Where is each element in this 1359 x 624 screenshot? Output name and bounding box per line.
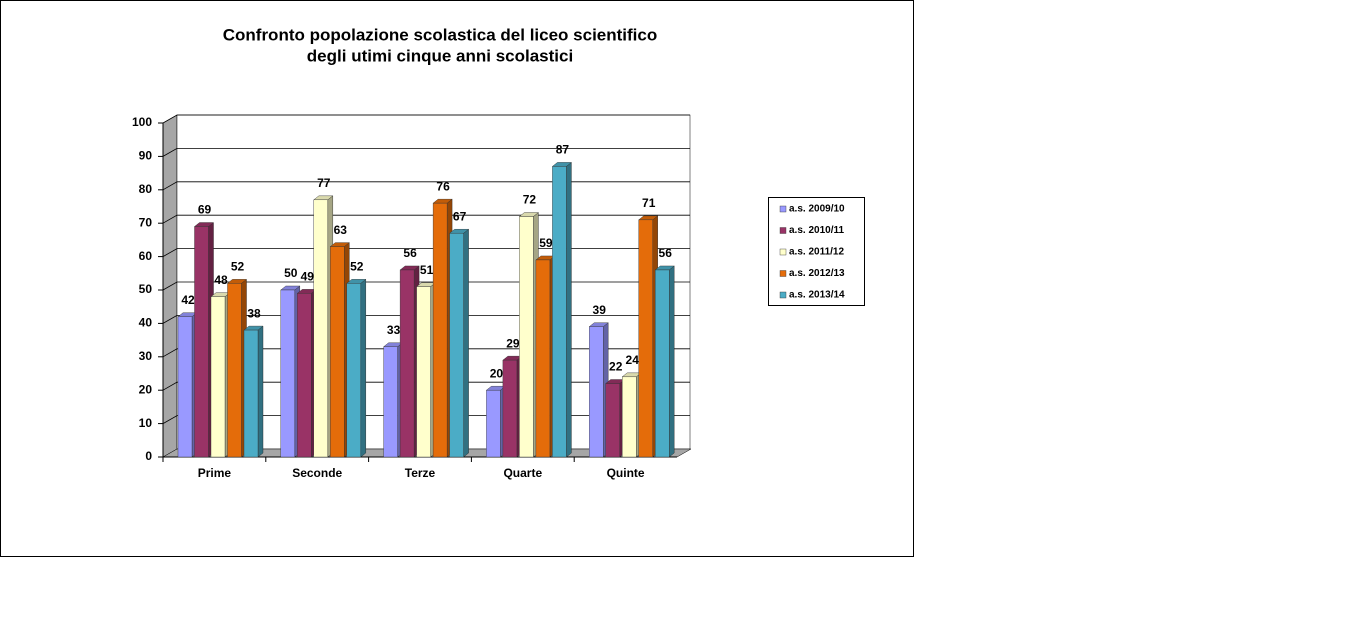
bar — [449, 233, 464, 458]
x-tick-label: Seconde — [292, 466, 342, 480]
data-label: 51 — [420, 263, 434, 277]
bar — [605, 383, 620, 458]
grid-line — [162, 114, 690, 124]
chart-title: Confronto popolazione scolastica del lic… — [223, 25, 658, 44]
legend-swatch — [779, 227, 787, 234]
y-tick-label: 20 — [139, 382, 153, 396]
bar — [589, 326, 604, 458]
legend-swatch — [779, 205, 787, 213]
bar-side — [463, 228, 469, 458]
bar — [519, 216, 534, 458]
bar — [210, 296, 226, 458]
bar — [243, 329, 259, 458]
grid-line — [162, 314, 690, 324]
bar — [416, 286, 431, 458]
y-tick-label: 50 — [139, 282, 153, 296]
data-label: 48 — [214, 273, 228, 287]
data-label: 38 — [247, 306, 261, 320]
bar — [313, 199, 328, 458]
bar — [177, 316, 193, 458]
bar — [383, 346, 398, 458]
legend-label: a.s. 2013/14 — [789, 290, 845, 301]
bar — [432, 202, 448, 458]
x-tick-label: Prime — [198, 466, 232, 480]
bar — [535, 259, 551, 458]
grid-line — [162, 181, 690, 191]
legend-label: a.s. 2011/12 — [789, 247, 844, 258]
bar — [638, 219, 653, 458]
y-tick-label: 90 — [139, 149, 153, 163]
data-label: 20 — [490, 366, 504, 380]
y-tick-label: 70 — [139, 215, 153, 229]
data-label: 49 — [301, 270, 315, 284]
bar — [194, 226, 209, 458]
legend-swatch — [779, 291, 787, 299]
data-label: 76 — [436, 179, 450, 193]
chart-title: degli utimi cinque anni scolastici — [307, 46, 573, 65]
bar — [486, 390, 501, 458]
grid-line — [162, 248, 690, 257]
grid-line — [162, 281, 690, 291]
data-label: 50 — [284, 266, 298, 280]
data-label: 71 — [642, 196, 656, 210]
y-tick-label: 30 — [139, 349, 153, 363]
data-label: 52 — [231, 259, 245, 273]
bar — [552, 166, 567, 458]
bar-side — [566, 162, 572, 458]
x-tick-label: Terze — [405, 466, 436, 480]
x-tick-label: Quarte — [503, 466, 542, 480]
data-label: 33 — [387, 323, 401, 337]
legend-swatch — [779, 270, 787, 277]
data-label: 29 — [506, 336, 520, 350]
data-label: 24 — [626, 353, 640, 367]
bar — [399, 269, 415, 458]
grid-line — [162, 147, 690, 157]
bar-side — [360, 278, 366, 458]
bar — [622, 376, 637, 458]
grid-line — [162, 348, 690, 358]
y-tick-label: 0 — [145, 449, 152, 463]
data-label: 56 — [659, 246, 673, 260]
data-label: 63 — [334, 223, 348, 237]
data-label: 52 — [350, 259, 364, 273]
data-label: 39 — [593, 303, 607, 317]
data-label: 87 — [556, 143, 570, 157]
bar — [655, 269, 670, 458]
legend-label: a.s. 2012/13 — [789, 268, 845, 279]
y-tick-label: 40 — [139, 316, 153, 330]
bar — [330, 246, 345, 458]
bar-side — [669, 265, 675, 458]
bar — [297, 293, 312, 458]
data-label: 67 — [453, 209, 467, 223]
bar — [502, 359, 518, 458]
data-label: 56 — [403, 246, 417, 260]
grid-line — [162, 214, 690, 224]
data-label: 72 — [523, 193, 537, 207]
y-tick-label: 10 — [139, 416, 153, 430]
bar — [227, 283, 242, 458]
bar-side — [257, 325, 264, 458]
data-label: 77 — [317, 176, 331, 190]
data-label: 42 — [181, 293, 195, 307]
legend-label: a.s. 2010/11 — [789, 225, 844, 236]
x-tick-label: Quinte — [607, 466, 645, 480]
y-tick-label: 80 — [139, 182, 153, 196]
data-label: 59 — [539, 236, 553, 250]
bar — [280, 289, 295, 458]
data-label: 22 — [609, 360, 623, 374]
bar — [346, 283, 361, 458]
y-tick-label: 100 — [132, 115, 152, 129]
legend-label: a.s. 2009/10 — [789, 204, 845, 215]
y-tick-label: 60 — [139, 249, 153, 263]
legend-swatch — [779, 248, 787, 256]
data-label: 69 — [198, 203, 212, 217]
